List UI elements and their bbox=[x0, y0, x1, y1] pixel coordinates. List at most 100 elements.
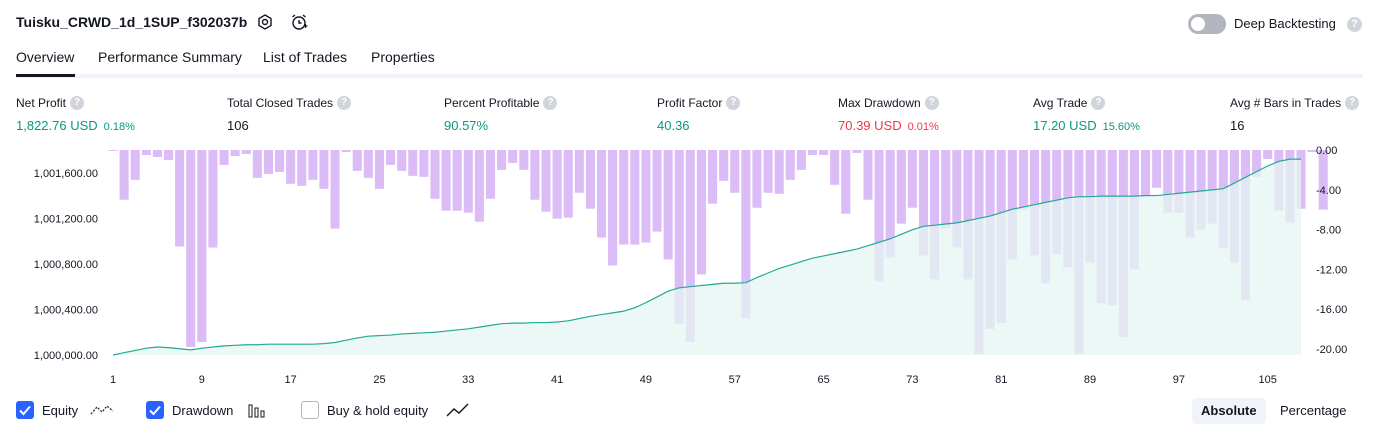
settings-icon[interactable] bbox=[256, 13, 274, 31]
x-tick-label: 17 bbox=[285, 374, 297, 386]
metric-percent: 0.01% bbox=[907, 121, 939, 133]
metric-value: 16 bbox=[1230, 118, 1359, 133]
absolute-mode-button[interactable]: Absolute bbox=[1192, 398, 1266, 424]
deep-backtesting-toggle[interactable] bbox=[1188, 14, 1226, 34]
info-icon[interactable]: ? bbox=[337, 95, 352, 110]
drawdown-bar bbox=[796, 150, 806, 170]
tab-properties[interactable]: Properties bbox=[371, 49, 435, 65]
y-right-tick-label: -4.00 bbox=[1316, 185, 1341, 197]
drawdown-bar bbox=[885, 150, 895, 258]
drawdown-checkbox[interactable] bbox=[146, 401, 164, 419]
drawdown-bar bbox=[263, 150, 273, 174]
metric-label: Avg # Bars in Trades bbox=[1230, 95, 1342, 110]
y-right-tick-label: -12.00 bbox=[1316, 264, 1347, 276]
tab-performance-summary[interactable]: Performance Summary bbox=[98, 49, 242, 65]
drawdown-bar bbox=[519, 150, 529, 170]
drawdown-bar bbox=[474, 150, 484, 222]
drawdown-bar bbox=[763, 150, 773, 193]
drawdown-bar bbox=[430, 150, 440, 199]
drawdown-bar bbox=[152, 150, 162, 157]
drawdown-bar bbox=[1196, 150, 1206, 230]
drawdown-bar bbox=[563, 150, 573, 218]
x-tick-label: 49 bbox=[640, 374, 652, 386]
drawdown-bar bbox=[730, 150, 740, 193]
metric-value: 40.36 bbox=[657, 118, 740, 133]
drawdown-bar bbox=[252, 150, 262, 178]
x-tick-label: 41 bbox=[551, 374, 563, 386]
drawdown-bar bbox=[119, 150, 129, 200]
drawdown-bar bbox=[286, 150, 296, 184]
metric-max-drawdown: Max Drawdown? 70.39 USD 0.01% bbox=[838, 94, 939, 133]
metric-profit-factor: Profit Factor? 40.36 bbox=[657, 94, 741, 133]
y-left-tick-label: 1,000,400.00 bbox=[34, 304, 98, 316]
help-icon[interactable]: ? bbox=[1347, 17, 1362, 32]
drawdown-bar bbox=[308, 150, 318, 180]
drawdown-bar bbox=[186, 150, 196, 348]
drawdown-bar bbox=[608, 150, 618, 266]
metric-label: Percent Profitable bbox=[444, 95, 540, 110]
metric-net-profit: Net Profit? 1,822.76 USD 0.18% bbox=[16, 94, 135, 133]
y-left-tick-label: 1,000,800.00 bbox=[34, 259, 98, 271]
drawdown-bar bbox=[852, 150, 862, 153]
info-icon[interactable]: ? bbox=[1345, 95, 1360, 110]
drawdown-bar bbox=[685, 150, 695, 343]
equity-line-icon bbox=[90, 402, 114, 423]
metric-value-text: 106 bbox=[227, 118, 249, 133]
buy-hold-line-icon bbox=[446, 402, 470, 423]
strategy-header: Tuisku_CRWD_1d_1SUP_f302037b Deep Backte… bbox=[0, 0, 1379, 46]
metric-value-text: 70.39 USD bbox=[838, 118, 902, 133]
report-tabs: Overview Performance Summary List of Tra… bbox=[0, 46, 1379, 78]
info-icon[interactable]: ? bbox=[726, 95, 741, 110]
drawdown-bar bbox=[330, 150, 340, 229]
info-icon[interactable]: ? bbox=[1091, 95, 1106, 110]
drawdown-bar bbox=[497, 150, 507, 170]
drawdown-bar bbox=[807, 150, 818, 155]
metric-value-text: 17.20 USD bbox=[1033, 118, 1097, 133]
drawdown-bar bbox=[1007, 150, 1017, 260]
drawdown-bar bbox=[363, 150, 373, 178]
drawdown-bar bbox=[708, 150, 718, 204]
drawdown-bar bbox=[1207, 150, 1217, 224]
x-tick-label: 81 bbox=[995, 374, 1007, 386]
chart-legend: Equity Drawdown Buy & hold equity bbox=[16, 401, 496, 423]
drawdown-bar bbox=[874, 150, 884, 282]
drawdown-bar bbox=[674, 150, 684, 325]
deep-backtesting-label: Deep Backtesting bbox=[1234, 16, 1336, 31]
drawdown-bar bbox=[774, 150, 784, 194]
drawdown-bar bbox=[641, 150, 651, 243]
drawdown-bar bbox=[319, 150, 329, 189]
buy-hold-checkbox[interactable] bbox=[301, 401, 319, 419]
equity-checkbox[interactable] bbox=[16, 401, 34, 419]
drawdown-bar bbox=[352, 150, 362, 171]
metric-value: 17.20 USD 15.60% bbox=[1033, 118, 1140, 133]
metric-percent-profitable: Percent Profitable? 90.57% bbox=[444, 94, 558, 133]
metric-percent: 15.60% bbox=[1102, 121, 1140, 133]
alarm-add-icon[interactable] bbox=[290, 13, 308, 31]
equity-drawdown-chart[interactable]: 1,000,000.00 1,000,400.00 1,000,800.00 1,00… bbox=[0, 140, 1379, 390]
drawdown-bar bbox=[1263, 150, 1273, 159]
metric-value: 106 bbox=[227, 118, 351, 133]
info-icon[interactable]: ? bbox=[543, 95, 558, 110]
tab-overview[interactable]: Overview bbox=[16, 49, 75, 65]
drawdown-bar bbox=[1029, 150, 1040, 256]
drawdown-bar bbox=[752, 150, 762, 208]
x-tick-label: 9 bbox=[199, 374, 205, 386]
percentage-mode-button[interactable]: Percentage bbox=[1280, 403, 1347, 418]
tab-list-of-trades[interactable]: List of Trades bbox=[263, 49, 348, 65]
drawdown-bar bbox=[663, 150, 673, 260]
strategy-title: Tuisku_CRWD_1d_1SUP_f302037b bbox=[16, 14, 248, 30]
drawdown-bar bbox=[896, 150, 906, 224]
metric-value: 90.57% bbox=[444, 118, 557, 133]
info-icon[interactable]: ? bbox=[70, 95, 85, 110]
metric-value-text: 90.57% bbox=[444, 118, 489, 133]
drawdown-bar bbox=[841, 150, 851, 214]
drawdown-bar bbox=[197, 150, 207, 343]
info-icon[interactable]: ? bbox=[924, 95, 939, 110]
buy-hold-legend-label: Buy & hold equity bbox=[327, 403, 429, 418]
drawdown-bar bbox=[297, 150, 307, 186]
drawdown-bar bbox=[1141, 150, 1151, 197]
metric-label: Avg Trade bbox=[1033, 95, 1088, 110]
drawdown-bar bbox=[141, 150, 151, 155]
drawdown-bar bbox=[741, 150, 751, 319]
drawdown-bar bbox=[918, 150, 929, 256]
